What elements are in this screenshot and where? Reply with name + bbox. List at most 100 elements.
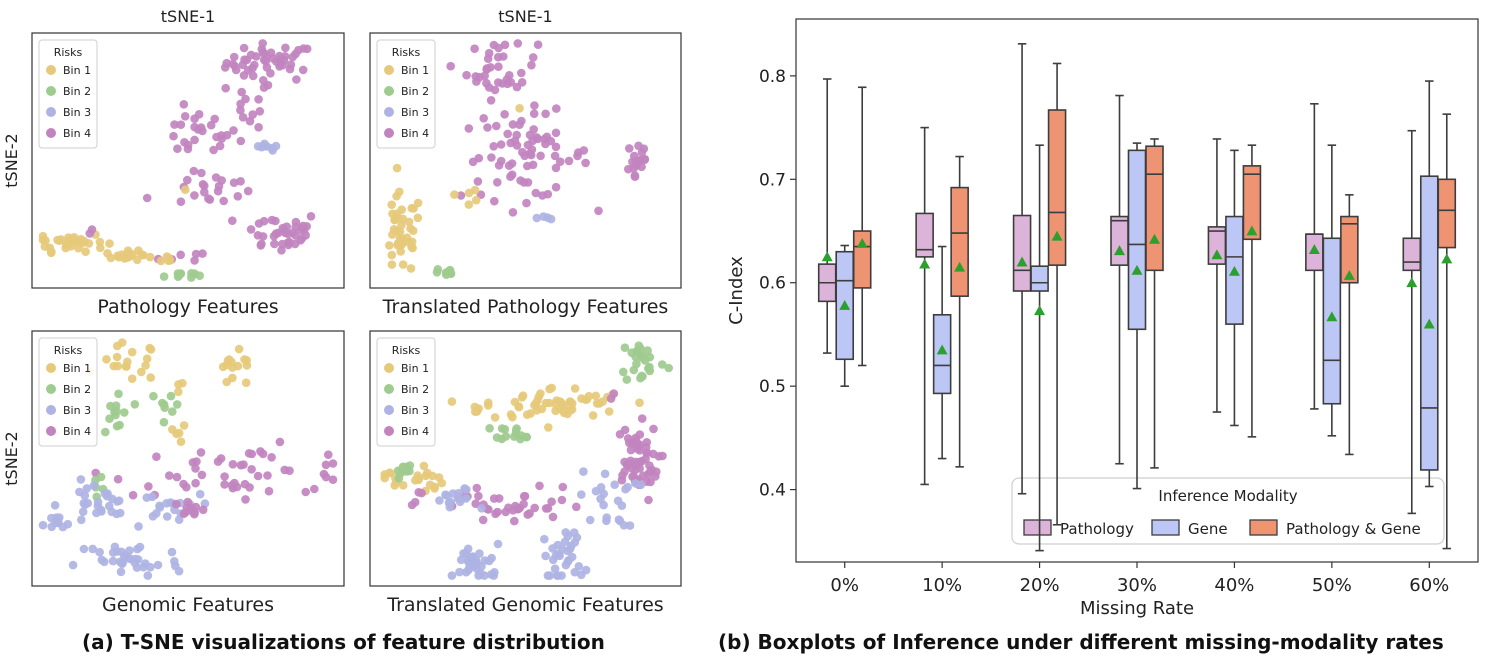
tsne-point-bin1 <box>514 402 524 412</box>
tsne-point-bin4 <box>236 460 246 470</box>
x-tick-label: 0% <box>830 575 859 596</box>
tsne-point-bin3 <box>455 567 464 577</box>
tsne-point-bin3 <box>600 469 610 479</box>
tsne-point-bin1 <box>141 361 150 370</box>
tsne-point-bin4 <box>634 157 643 167</box>
tsne-point-bin4 <box>324 450 333 460</box>
boxplot-legend-swatch <box>1249 519 1278 536</box>
mean-marker <box>1114 245 1125 256</box>
x-tick-label: 20% <box>1020 575 1060 596</box>
tsne-legend-label: Bin 4 <box>401 127 429 140</box>
tsne-point-bin3 <box>88 544 97 554</box>
tsne-point-bin4 <box>551 128 561 138</box>
tsne-legend-title: Risks <box>54 344 83 357</box>
tsne-point-bin3 <box>610 480 619 490</box>
tsne-point-bin2 <box>632 359 641 369</box>
tsne-point-bin4 <box>206 120 216 130</box>
tsne-point-bin4 <box>220 472 229 481</box>
tsne-point-bin3 <box>121 551 130 560</box>
tsne-point-bin4 <box>551 182 561 192</box>
mean-marker <box>1343 270 1355 280</box>
tsne-point-bin4 <box>267 453 276 462</box>
tsne-point-bin1 <box>385 241 394 250</box>
tsne-point-bin4 <box>280 465 290 475</box>
tsne-point-bin4 <box>482 65 492 74</box>
tsne-point-bin4 <box>581 158 590 168</box>
tsne-point-bin3 <box>553 571 562 580</box>
tsne-point-bin4 <box>487 153 496 162</box>
tsne-point-bin2 <box>173 269 183 278</box>
mean-marker <box>1131 264 1143 275</box>
tsne-point-bin4 <box>517 68 526 78</box>
tsne-point-bin3 <box>47 522 56 532</box>
tsne-point-bin4 <box>241 495 250 504</box>
tsne-point-bin2 <box>485 424 494 433</box>
tsne-point-bin4 <box>256 241 266 250</box>
tsne-point-bin3 <box>581 565 591 575</box>
tsne-point-bin4 <box>190 191 199 200</box>
tsne-point-bin1 <box>447 397 457 406</box>
tsne-point-bin4 <box>496 140 506 149</box>
tsne-point-bin1 <box>81 247 90 256</box>
tsne-point-bin3 <box>97 555 107 565</box>
y-tick-label: 0.8 <box>759 67 786 87</box>
tsne-point-bin3 <box>143 571 153 580</box>
tsne-point-bin2 <box>158 398 167 408</box>
tsne-point-bin3 <box>567 552 577 562</box>
tsne-point-bin1 <box>419 461 429 471</box>
mean-marker <box>856 237 868 248</box>
box-iqr <box>1047 109 1067 266</box>
tsne-point-bin2 <box>622 375 632 384</box>
boxplot-legend: Inference Modality Pathology Gene Pathology… <box>1011 477 1445 545</box>
tsne-legend-label: Bin 3 <box>401 106 429 119</box>
tsne-point-bin1 <box>76 234 86 244</box>
tsne-point-bin2 <box>394 474 404 483</box>
tsne-point-bin1 <box>179 421 189 430</box>
tsne-point-bin4 <box>198 505 208 515</box>
tsne-point-bin4 <box>228 216 237 225</box>
tsne-point-bin4 <box>499 52 508 61</box>
tsne-point-bin1 <box>404 237 413 247</box>
mean-marker <box>1051 230 1063 241</box>
tsne-point-bin4 <box>179 100 189 109</box>
tsne-point-bin1 <box>406 264 416 273</box>
tsne-point-bin3 <box>553 540 563 550</box>
tsne-point-bin4 <box>144 482 153 491</box>
tsne-point-bin4 <box>557 495 567 505</box>
tsne-point-bin4 <box>538 191 547 200</box>
tsne-point-bin1 <box>547 383 556 393</box>
tsne-point-bin4 <box>456 191 466 200</box>
box-iqr <box>915 212 934 258</box>
tsne-point-bin4 <box>528 136 537 146</box>
tsne-point-bin1 <box>398 214 408 224</box>
tsne-point-bin2 <box>130 400 140 409</box>
tsne-point-bin1 <box>588 411 598 420</box>
tsne-point-bin2 <box>159 272 169 281</box>
tsne-point-bin3 <box>623 482 632 492</box>
tsne-point-bin4 <box>529 125 538 134</box>
tsne-panel-1: Risks Bin 1 Bin 2 Bin 3 Bin 4 Pathology Featu… <box>2 7 345 318</box>
tsne-point-bin4 <box>491 509 500 519</box>
tsne-legend-marker-bin2 <box>384 384 394 394</box>
tsne-legend-label: Bin 4 <box>401 425 429 438</box>
mean-marker <box>1441 253 1453 264</box>
tsne-point-bin1 <box>240 355 249 364</box>
tsne-point-bin2 <box>120 408 129 417</box>
tsne-point-bin1 <box>106 253 116 263</box>
tsne-point-bin4 <box>572 502 581 512</box>
tsne-point-bin3 <box>625 521 635 530</box>
tsne-point-bin4 <box>271 229 281 238</box>
tsne-point-bin4 <box>494 43 503 53</box>
tsne-point-bin1 <box>556 404 565 414</box>
box-iqr <box>1402 237 1422 272</box>
tsne-point-bin1 <box>398 260 408 269</box>
boxplot-chart: 0.4 0.5 0.6 0.7 0.8 0% 10% 20% 30% 40% 50% 60% Missi… <box>726 18 1479 619</box>
tsne-point-bin1 <box>411 476 420 485</box>
tsne-legend-title: Risks <box>392 344 421 357</box>
tsne-point-bin1 <box>604 407 614 416</box>
tsne-point-bin4 <box>205 195 215 204</box>
tsne-point-bin1 <box>127 374 137 384</box>
tsne-point-bin3 <box>108 548 118 557</box>
tsne-point-bin4 <box>190 135 199 145</box>
tsne-point-bin4 <box>630 172 640 181</box>
